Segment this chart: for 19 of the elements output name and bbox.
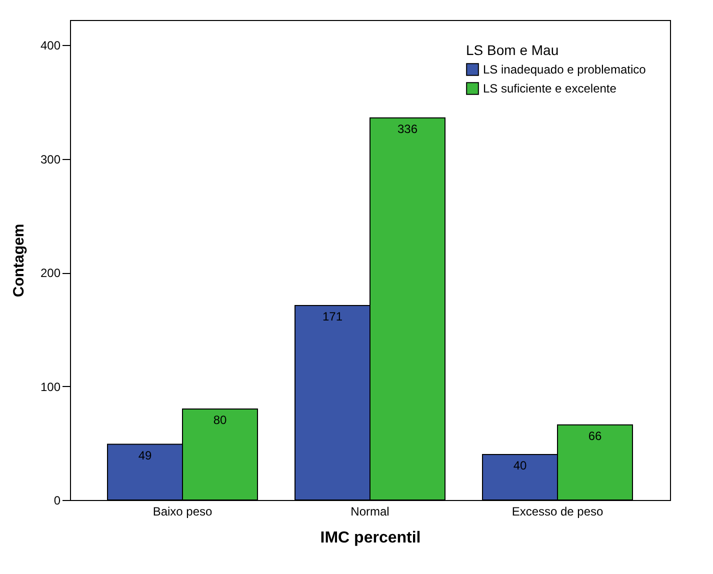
data-label: 171 (322, 310, 343, 324)
data-label: 66 (588, 428, 602, 443)
data-label: 49 (138, 448, 152, 462)
legend-title: LS Bom e Mau (466, 42, 559, 58)
x-axis-title: IMC percentil (320, 530, 421, 546)
y-tick-label: 100 (40, 380, 61, 394)
data-label: 80 (213, 413, 227, 428)
x-tick-label: Excesso de peso (512, 504, 604, 518)
data-label: 336 (397, 122, 418, 136)
y-tick-label: 200 (40, 266, 61, 280)
y-tick-label: 400 (40, 38, 61, 53)
x-tick-label: Baixo peso (152, 504, 213, 518)
y-axis-title: Contagem (10, 224, 28, 298)
data-label: 40 (513, 458, 527, 472)
y-tick-label: 300 (40, 152, 61, 166)
legend-label: LS suficiente e excelente (483, 82, 617, 96)
y-tick-label: 0 (54, 494, 61, 508)
legend-label: LS inadequado e problematico (483, 62, 646, 76)
x-tick-label: Normal (350, 504, 390, 518)
